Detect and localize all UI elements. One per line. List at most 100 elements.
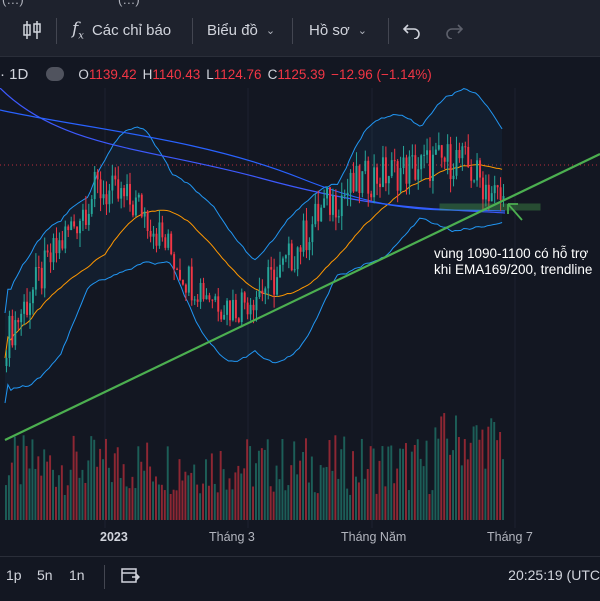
volume-bar [307, 482, 310, 520]
chart-type-button[interactable]: Biểu đồ ⌄ [207, 18, 275, 42]
drawings[interactable] [4, 153, 600, 441]
volume-bar [63, 494, 66, 520]
candle-style-button[interactable] [22, 18, 42, 42]
indicators-button[interactable]: fx Các chỉ báo [72, 18, 171, 42]
candle-body [446, 144, 449, 162]
profile-button[interactable]: Hồ sơ ⌄ [309, 18, 367, 42]
candle-body [131, 204, 134, 216]
undo-button[interactable] [402, 18, 422, 42]
volume-bar [10, 462, 13, 520]
volume-bar [205, 459, 207, 520]
annotation-line-2[interactable]: khi EMA169/200, trendline [434, 262, 593, 277]
candle-body [364, 160, 367, 172]
candle-body [349, 172, 352, 193]
candle-body [408, 156, 411, 184]
candle-body [126, 184, 129, 197]
candle-body [52, 238, 55, 263]
volume-bar [419, 458, 422, 520]
candle-body [334, 195, 337, 218]
candle-body [479, 160, 481, 178]
volume-bar [49, 455, 52, 520]
annotation-line-1[interactable]: vùng 1090-1100 có hỗ trợ [434, 246, 589, 261]
range-button[interactable]: 5n [37, 567, 53, 583]
eye-toggle-icon[interactable] [46, 67, 65, 81]
candle-body [158, 222, 161, 246]
range-button[interactable]: 1n [69, 567, 85, 583]
undo-icon [402, 24, 420, 39]
candle-body [396, 161, 399, 191]
candle-body [255, 296, 258, 311]
volume-bar [393, 483, 396, 520]
candle-body [261, 290, 264, 294]
toolbar-divider [56, 18, 57, 44]
redo-button[interactable] [444, 18, 464, 42]
volume-bar [157, 484, 160, 520]
volume-bar [172, 489, 175, 520]
volume-bar [37, 456, 40, 520]
candle-body [426, 150, 429, 155]
candle-body [187, 266, 190, 293]
chart-type-label: Biểu đồ [207, 21, 258, 39]
candle-body [267, 267, 270, 289]
candle-body [114, 175, 117, 180]
high-value: 1140.43 [152, 66, 201, 82]
volume-bar [113, 453, 116, 520]
candle-body [405, 157, 408, 184]
volume-bar [316, 493, 319, 520]
calendar-goto-icon[interactable] [120, 565, 141, 590]
volume-bar [481, 429, 484, 520]
candle-body [23, 301, 26, 314]
candle-body [120, 188, 123, 199]
volume-bar [319, 465, 322, 520]
volume-bar [346, 488, 349, 520]
volume-bar [428, 494, 431, 520]
volume-bar [125, 486, 128, 520]
volume-bar [16, 445, 19, 520]
volume-bar [375, 493, 378, 520]
candle-body [443, 157, 446, 162]
candle-body [358, 165, 361, 193]
volume-bar [90, 436, 93, 520]
candle-body [220, 311, 223, 320]
ohlc-legend: · 1D O 1139.42 H 1140.43 L 1124.76 C 1125.39… [0, 64, 438, 84]
candle-body [134, 197, 137, 216]
candle-body [305, 220, 308, 251]
candle-body [117, 179, 120, 199]
volume-bar [184, 471, 187, 520]
candle-body [393, 160, 396, 162]
candle-body [496, 185, 499, 188]
volume-bar [287, 485, 290, 520]
volume-bar [43, 449, 46, 520]
candle-body [111, 175, 114, 191]
candle-body [90, 199, 93, 214]
toolbar-divider [192, 18, 193, 44]
volume-bar [34, 468, 37, 520]
candle-body [252, 304, 255, 311]
range-button[interactable]: 1p [6, 567, 22, 583]
volume-bar [93, 439, 96, 520]
cut-tab-label: (…) [2, 0, 24, 7]
divider [104, 565, 105, 589]
top-toolbar: (…) (…) fx Các chỉ báo Biểu đồ ⌄ Hồ sơ ⌄ [0, 0, 600, 57]
bollinger-lower-line [4, 217, 503, 404]
price-chart[interactable] [0, 88, 600, 528]
redo-icon [446, 24, 464, 39]
volume-bar [75, 451, 78, 520]
candle-body [37, 267, 40, 269]
volume-bar [487, 426, 490, 520]
volume-bar [322, 467, 325, 520]
candle-body [293, 269, 296, 271]
volume-bar [210, 453, 213, 520]
candle-body [26, 301, 29, 315]
volume-bar [149, 466, 152, 520]
volume-bar [166, 446, 169, 520]
candle-body [470, 166, 473, 181]
candle-body [8, 315, 11, 358]
symbol-interval[interactable]: · 1D [0, 65, 29, 83]
volume-bar [116, 447, 119, 520]
chevron-down-icon: ⌄ [357, 24, 367, 37]
volume-bar [499, 431, 502, 520]
volume-bar [387, 446, 390, 520]
bollinger-upper-line [4, 88, 503, 314]
x-tick-label: Tháng Năm [341, 530, 407, 544]
